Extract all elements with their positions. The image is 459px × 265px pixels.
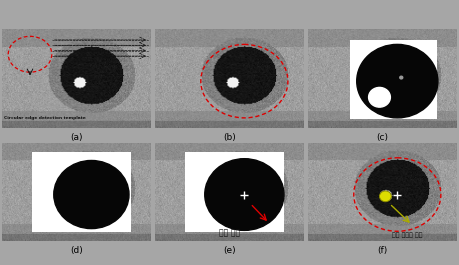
- Text: Circular edge detection template: Circular edge detection template: [4, 116, 86, 120]
- Text: (c): (c): [376, 133, 388, 142]
- Text: (a): (a): [70, 133, 83, 142]
- Text: (d): (d): [70, 246, 83, 255]
- Text: 조명 반사광 중심: 조명 반사광 중심: [392, 232, 422, 238]
- Ellipse shape: [369, 87, 390, 107]
- Text: (b): (b): [223, 133, 236, 142]
- Text: (f): (f): [377, 246, 387, 255]
- Ellipse shape: [205, 159, 284, 230]
- Text: (e): (e): [223, 246, 236, 255]
- Ellipse shape: [357, 45, 438, 118]
- Circle shape: [380, 191, 392, 202]
- Bar: [350, 40, 437, 119]
- Ellipse shape: [54, 161, 129, 229]
- Text: 동공 중심: 동공 중심: [219, 229, 240, 238]
- Circle shape: [400, 76, 403, 79]
- Bar: [32, 152, 131, 232]
- Bar: [185, 152, 284, 232]
